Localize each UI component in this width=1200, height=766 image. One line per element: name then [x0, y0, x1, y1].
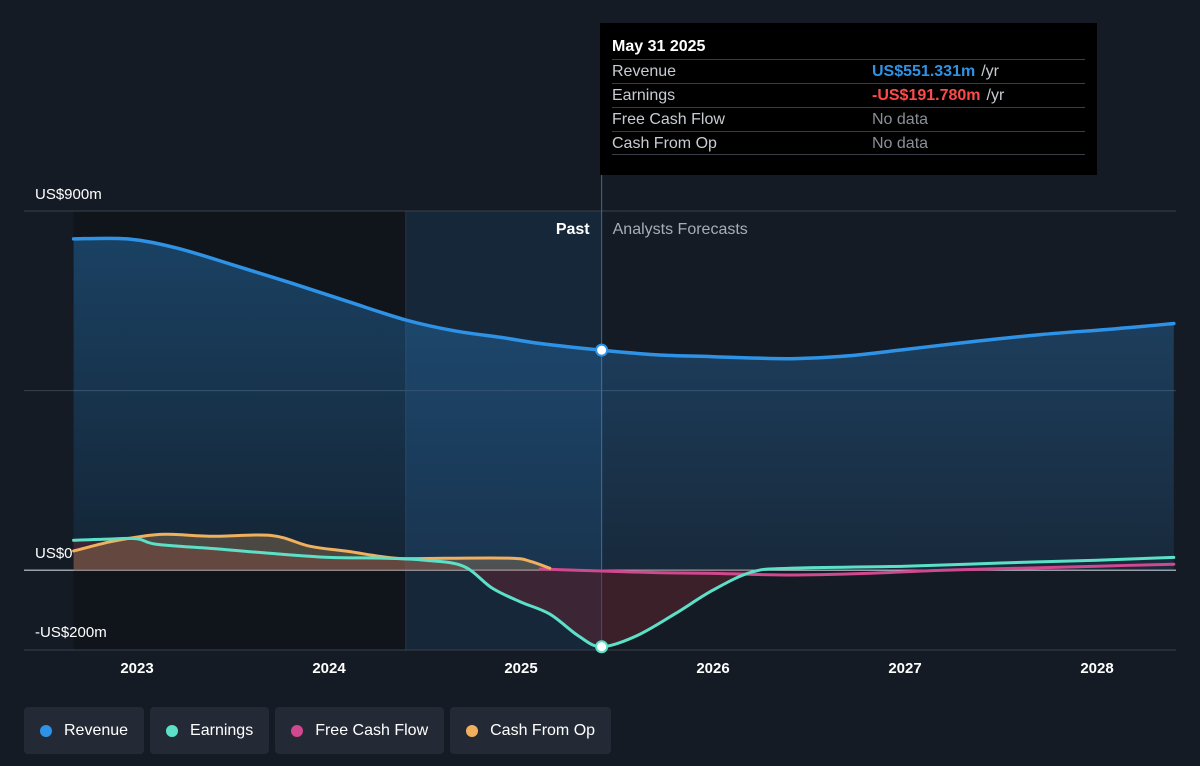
legend-label: Earnings [190, 721, 254, 739]
x-tick-label: 2024 [312, 660, 346, 677]
y-tick-label: US$0 [35, 545, 73, 562]
revenue-point-marker [595, 343, 609, 357]
legend-item-earnings[interactable]: Earnings [150, 707, 270, 754]
tooltip-label: Free Cash Flow [612, 111, 725, 128]
earnings-dot-icon [166, 724, 179, 737]
tooltip-label: Earnings [612, 87, 676, 104]
legend-item-cash-from-op[interactable]: Cash From Op [450, 707, 612, 754]
legend-item-free-cash-flow[interactable]: Free Cash Flow [275, 707, 445, 754]
earnings-area [73, 538, 752, 647]
revenue-dot-icon [40, 724, 52, 737]
tooltip-unit: /yr [981, 63, 999, 80]
legend-item-revenue[interactable]: Revenue [24, 707, 145, 754]
earnings-point-marker [595, 640, 609, 654]
legend-label: Cash From Op [490, 721, 596, 739]
tooltip-value: No data [872, 135, 929, 152]
tooltip-row-revenue: Revenue US$551.331m /yr [612, 59, 1085, 83]
revenue-line [71, 236, 1176, 361]
tooltip-row-cash-from-op: Cash From Op No data [612, 131, 1085, 155]
tooltip-unit: /yr [986, 87, 1005, 104]
tooltip-label: Revenue [612, 63, 677, 80]
revenue-area [73, 238, 1174, 571]
y-tick-label: -US$200m [35, 624, 107, 641]
legend-label: Revenue [64, 721, 129, 739]
tooltip-label: Cash From Op [612, 135, 717, 152]
y-tick-label: US$900m [35, 186, 102, 203]
chart: US$900m US$0 -US$200m 2023 2024 2025 2026 2027 2… [24, 175, 1176, 677]
tooltip-row-earnings: Earnings -US$191.780m /yr [612, 83, 1085, 107]
legend: Revenue Earnings Free Cash Flow Cash Fro… [24, 707, 612, 754]
x-tick-label: 2027 [888, 660, 921, 677]
tooltip-value: -US$191.780m [872, 87, 981, 104]
tooltip-value: No data [872, 111, 929, 128]
tooltip-row-free-cash-flow: Free Cash Flow No data [612, 107, 1085, 131]
x-tick-label: 2025 [504, 660, 537, 677]
cash-from-op-line [72, 532, 552, 570]
legend-label: Free Cash Flow [315, 721, 429, 739]
x-tick-label: 2026 [696, 660, 729, 677]
x-tick-label: 2023 [120, 660, 153, 677]
past-label: Past [556, 221, 590, 238]
free-cash-flow-line [538, 562, 1176, 577]
tooltip-value: US$551.331m [872, 63, 976, 80]
forecast-label: Analysts Forecasts [613, 221, 748, 238]
free-cash-flow-dot-icon [291, 724, 304, 737]
x-tick-label: 2028 [1080, 660, 1113, 677]
cash-from-op-dot-icon [466, 724, 479, 737]
tooltip-date: May 31 2025 [612, 38, 706, 55]
earnings-line [72, 536, 1176, 649]
tooltip: May 31 2025 Revenue US$551.331m /yr Earn… [600, 23, 1097, 175]
